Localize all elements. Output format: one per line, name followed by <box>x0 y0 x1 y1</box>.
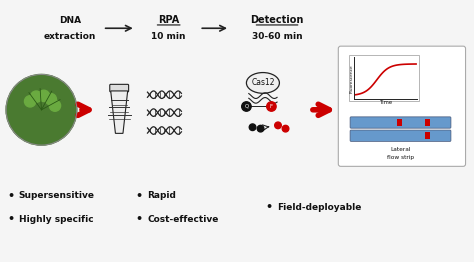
Circle shape <box>49 100 61 111</box>
Bar <box>426 132 430 139</box>
Text: Time: Time <box>380 100 393 105</box>
Text: •: • <box>136 190 143 201</box>
Text: DNA: DNA <box>59 16 81 25</box>
Text: F: F <box>270 104 273 109</box>
Circle shape <box>25 96 36 107</box>
FancyBboxPatch shape <box>350 117 451 128</box>
Circle shape <box>267 102 276 111</box>
Bar <box>349 55 419 101</box>
Text: Lateral: Lateral <box>391 147 411 152</box>
Bar <box>426 119 430 126</box>
Bar <box>397 119 402 126</box>
Text: 10 min: 10 min <box>151 32 186 41</box>
Circle shape <box>45 94 56 105</box>
Text: Detection: Detection <box>250 15 304 25</box>
Text: •: • <box>7 190 14 201</box>
Polygon shape <box>111 91 128 133</box>
Text: Supersensitive: Supersensitive <box>19 191 95 200</box>
Text: flow strip: flow strip <box>387 155 415 160</box>
Text: Cas12: Cas12 <box>251 78 274 88</box>
Text: Field-deployable: Field-deployable <box>277 203 362 212</box>
Text: Cost-effective: Cost-effective <box>147 215 219 224</box>
Text: Fluorescence: Fluorescence <box>349 64 354 92</box>
Text: •: • <box>136 214 143 224</box>
Text: Highly specific: Highly specific <box>19 215 93 224</box>
Text: extraction: extraction <box>44 32 96 41</box>
Text: •: • <box>265 202 273 212</box>
Text: RPA: RPA <box>158 15 179 25</box>
Ellipse shape <box>246 73 279 93</box>
FancyBboxPatch shape <box>338 46 465 166</box>
Circle shape <box>257 125 264 132</box>
Circle shape <box>6 74 77 145</box>
Circle shape <box>249 124 256 130</box>
FancyBboxPatch shape <box>350 130 451 141</box>
Text: Q: Q <box>244 104 248 109</box>
Text: Rapid: Rapid <box>147 191 176 200</box>
Text: 30-60 min: 30-60 min <box>252 32 302 41</box>
Circle shape <box>242 102 251 111</box>
FancyBboxPatch shape <box>110 84 128 92</box>
Text: •: • <box>7 214 14 224</box>
Circle shape <box>38 90 49 101</box>
Circle shape <box>275 122 281 129</box>
Circle shape <box>282 125 289 132</box>
Circle shape <box>30 91 42 102</box>
